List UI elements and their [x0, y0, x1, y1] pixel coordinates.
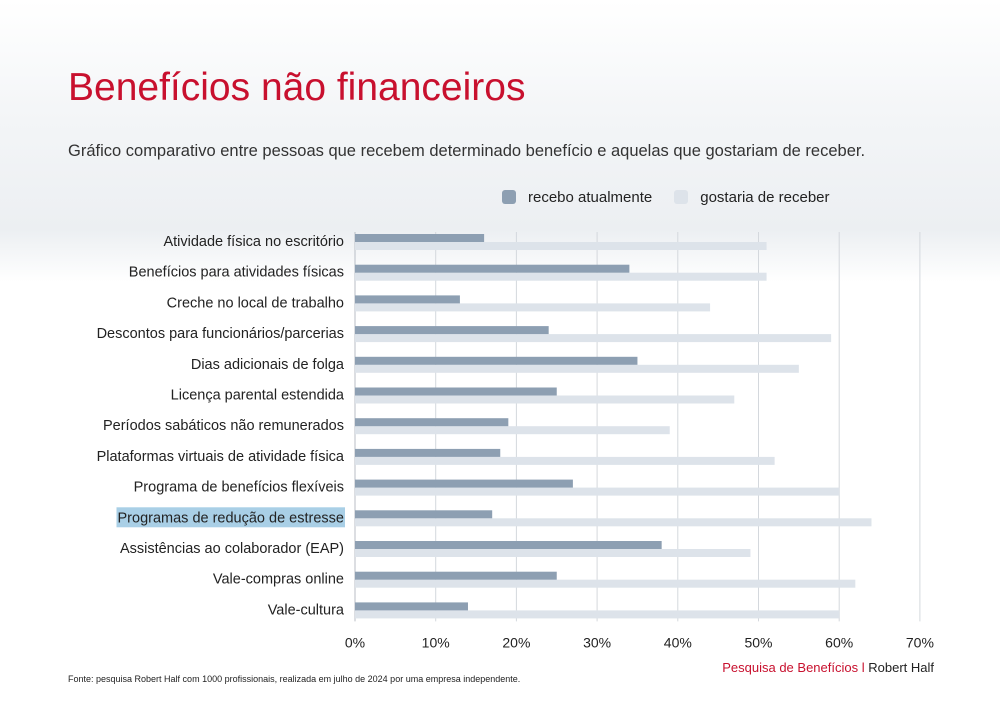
bar-desired	[355, 426, 670, 435]
legend-swatch-desired	[674, 190, 689, 204]
bar-current	[355, 448, 501, 457]
bar-current	[355, 510, 493, 519]
legend-label-desired: gostaria de receber	[700, 188, 830, 206]
bar-current	[355, 264, 630, 273]
category-label: Dias adicionais de folga	[191, 357, 345, 373]
bar-desired	[355, 487, 840, 496]
legend-label-current: recebo atualmente	[528, 188, 653, 206]
legend-swatch-current	[502, 190, 516, 204]
bar-current	[355, 479, 573, 488]
x-tick-label: 30%	[583, 634, 611, 650]
chart-subtitle: Gráfico comparativo entre pessoas que re…	[68, 142, 866, 160]
x-tick-label: 0%	[345, 634, 365, 650]
bar-current	[355, 571, 557, 580]
category-label: Benefícios para atividades físicas	[129, 265, 344, 281]
legend-item-desired: gostaria de receber	[674, 188, 830, 206]
category-label: Assistências ao colaborador (EAP)	[120, 541, 344, 557]
bar-desired	[355, 610, 840, 619]
bar-desired	[355, 242, 767, 250]
page-title: Benefícios não financeiros	[68, 66, 526, 109]
bar-current	[355, 387, 557, 396]
category-label: Programas de redução de estresse	[118, 510, 345, 526]
brand-signature: Pesquisa de Benefícios l Robert Half	[722, 660, 934, 675]
bar-current	[355, 234, 485, 242]
category-label: Descontos para funcionários/parcerias	[97, 326, 344, 342]
bar-desired	[355, 456, 775, 465]
bar-desired	[355, 518, 872, 527]
x-tick-label: 50%	[744, 634, 772, 650]
brand-company-label: Robert Half	[868, 660, 934, 675]
bar-desired	[355, 549, 751, 557]
x-tick-label: 40%	[664, 634, 692, 650]
x-tick-label: 60%	[825, 634, 853, 650]
label-highlight	[116, 507, 345, 528]
bar-desired	[355, 303, 711, 312]
bar-desired	[355, 579, 856, 588]
bar-current	[355, 295, 460, 304]
brand-survey-label: Pesquisa de Benefícios	[722, 660, 859, 675]
legend-item-current: recebo atualmente	[502, 189, 652, 206]
bar-chart: Atividade física no escritório Benefícios…	[97, 232, 934, 650]
bar-current	[355, 356, 638, 365]
bar-desired	[355, 334, 832, 343]
bar-desired	[355, 364, 799, 373]
category-label: Creche no local de trabalho	[167, 295, 344, 311]
bar-desired	[355, 395, 735, 404]
x-tick-label: 70%	[906, 634, 934, 650]
brand-separator: l	[861, 660, 865, 675]
chart-legend: recebo atualmente gostaria de receber	[502, 188, 852, 206]
x-tick-label: 20%	[502, 634, 530, 650]
category-label: Vale-compras online	[213, 572, 344, 588]
bar-desired	[355, 272, 767, 281]
bar-current	[355, 602, 468, 611]
bar-current	[355, 418, 509, 427]
category-label: Vale-cultura	[268, 602, 345, 618]
bar-current	[355, 541, 662, 549]
category-label: Períodos sabáticos não remunerados	[103, 418, 344, 434]
category-label: Programa de benefícios flexíveis	[134, 480, 344, 496]
x-tick-label: 10%	[422, 634, 450, 650]
category-label: Atividade física no escritório	[163, 234, 344, 250]
bar-current	[355, 326, 549, 335]
category-label: Plataformas virtuais de atividade física	[97, 449, 345, 465]
category-label: Licença parental estendida	[171, 388, 345, 404]
source-footnote: Fonte: pesquisa Robert Half com 1000 pro…	[68, 674, 521, 684]
